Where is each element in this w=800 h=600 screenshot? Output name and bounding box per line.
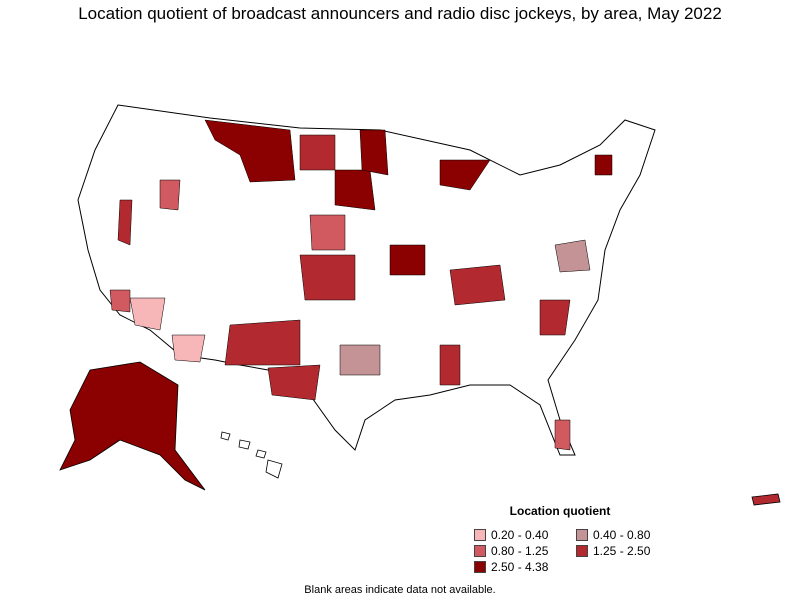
legend-swatch	[576, 545, 588, 557]
alaska-outline	[59, 361, 206, 491]
legend-label: 0.80 - 1.25	[491, 544, 549, 558]
legend: Location quotient 0.20 - 0.40 0.40 - 0.8…	[470, 504, 680, 574]
legend-swatch	[576, 529, 588, 541]
hawaii-islands	[220, 431, 283, 479]
legend-item: 1.25 - 2.50	[576, 544, 678, 558]
legend-swatch	[474, 545, 486, 557]
legend-items: 0.20 - 0.40 0.40 - 0.80 0.80 - 1.25 1.25…	[474, 528, 680, 574]
puerto-rico-outline	[751, 493, 781, 506]
conus-outline	[77, 104, 656, 456]
legend-item: 0.40 - 0.80	[576, 528, 678, 542]
shaded-areas	[109, 119, 613, 451]
legend-item: 0.20 - 0.40	[474, 528, 576, 542]
map-title: Location quotient of broadcast announcer…	[78, 4, 722, 23]
legend-label: 0.20 - 0.40	[491, 528, 549, 542]
legend-title: Location quotient	[509, 504, 611, 518]
legend-item: 0.80 - 1.25	[474, 544, 576, 558]
legend-item: 2.50 - 4.38	[474, 560, 576, 574]
footnote: Blank areas indicate data not available.	[304, 584, 496, 596]
legend-label: 0.40 - 0.80	[593, 528, 651, 542]
legend-label: 1.25 - 2.50	[593, 544, 651, 558]
legend-label: 2.50 - 4.38	[491, 560, 549, 574]
legend-swatch	[474, 561, 486, 573]
legend-swatch	[474, 529, 486, 541]
